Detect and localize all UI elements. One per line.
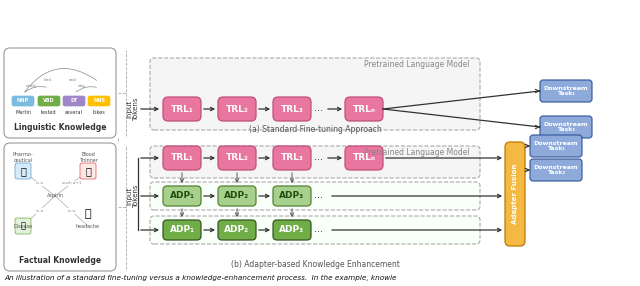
Text: headache: headache [76, 223, 100, 229]
Text: 📊: 📊 [20, 221, 26, 231]
Text: Blood
Thinner: Blood Thinner [79, 152, 97, 163]
Text: TRL₃: TRL₃ [280, 104, 303, 114]
FancyBboxPatch shape [80, 163, 96, 179]
Text: TRLₙ: TRLₙ [353, 154, 376, 162]
Text: ADP₁: ADP₁ [170, 192, 195, 200]
Text: bird: bird [44, 78, 52, 82]
Text: is a: is a [35, 182, 42, 186]
Text: Linguistic Knowledge: Linguistic Knowledge [13, 123, 106, 132]
Text: NNS: NNS [93, 98, 105, 104]
FancyBboxPatch shape [12, 96, 34, 106]
Text: TRL₂: TRL₂ [225, 154, 248, 162]
Text: 🤒: 🤒 [84, 209, 92, 219]
Text: dog: dog [78, 84, 86, 88]
FancyBboxPatch shape [163, 186, 201, 206]
FancyBboxPatch shape [163, 146, 201, 170]
Text: is a: is a [68, 209, 75, 213]
Text: Pretrained Language Model: Pretrained Language Model [364, 60, 470, 69]
FancyBboxPatch shape [218, 186, 256, 206]
Text: (b) Adapter-based Knowledge Enhancement: (b) Adapter-based Knowledge Enhancement [230, 260, 399, 269]
Text: TRL₃: TRL₃ [280, 154, 303, 162]
Text: nsubj: nsubj [26, 84, 36, 88]
Text: ...: ... [314, 224, 323, 234]
Text: TRL₂: TRL₂ [225, 104, 248, 114]
FancyBboxPatch shape [63, 96, 85, 106]
FancyBboxPatch shape [345, 97, 383, 121]
Text: bikes: bikes [93, 110, 106, 115]
Text: ADP₃: ADP₃ [280, 225, 305, 235]
Text: and: and [69, 78, 77, 82]
Text: several: several [65, 110, 83, 115]
FancyBboxPatch shape [218, 146, 256, 170]
FancyBboxPatch shape [273, 186, 311, 206]
Text: ADP₂: ADP₂ [225, 192, 250, 200]
Text: 🩸: 🩸 [85, 166, 91, 176]
Text: Martin: Martin [15, 110, 31, 115]
Text: TRL₁: TRL₁ [171, 104, 193, 114]
Text: (a) Standard Fine-tuning Approach: (a) Standard Fine-tuning Approach [248, 125, 381, 134]
Text: Adapter Fusion: Adapter Fusion [512, 164, 518, 224]
Text: tested: tested [41, 110, 57, 115]
Text: 💊: 💊 [20, 166, 26, 176]
Text: Input
Tokens: Input Tokens [127, 97, 140, 121]
FancyBboxPatch shape [218, 220, 256, 240]
Text: ...: ... [314, 103, 323, 113]
FancyBboxPatch shape [505, 142, 525, 246]
Text: Downstream
Task₂: Downstream Task₂ [534, 165, 579, 175]
Text: Disease: Disease [13, 223, 33, 229]
FancyBboxPatch shape [38, 96, 60, 106]
Text: is a: is a [35, 209, 42, 213]
Text: Factual Knowledge: Factual Knowledge [19, 256, 101, 265]
Text: ...: ... [314, 152, 323, 162]
Text: Downstream
Task₁: Downstream Task₁ [534, 141, 579, 151]
FancyBboxPatch shape [150, 182, 480, 210]
Text: VBD: VBD [44, 98, 55, 104]
FancyBboxPatch shape [150, 216, 480, 244]
FancyBboxPatch shape [345, 146, 383, 170]
FancyBboxPatch shape [540, 80, 592, 102]
FancyBboxPatch shape [273, 97, 311, 121]
FancyBboxPatch shape [273, 146, 311, 170]
FancyBboxPatch shape [150, 58, 480, 130]
FancyBboxPatch shape [218, 97, 256, 121]
Text: ADP₃: ADP₃ [280, 192, 305, 200]
Text: Downstream
Task₁: Downstream Task₁ [544, 86, 588, 96]
Text: Aspirin: Aspirin [47, 194, 63, 198]
Text: such a+1: such a+1 [62, 182, 81, 186]
FancyBboxPatch shape [163, 220, 201, 240]
Text: Pharmo-
ceutical: Pharmo- ceutical [13, 152, 33, 163]
FancyBboxPatch shape [163, 97, 201, 121]
FancyBboxPatch shape [88, 96, 110, 106]
Text: ADP₂: ADP₂ [225, 225, 250, 235]
Text: NNP: NNP [17, 98, 29, 104]
Text: ADP₁: ADP₁ [170, 225, 195, 235]
FancyBboxPatch shape [15, 218, 31, 234]
FancyBboxPatch shape [4, 143, 116, 271]
Text: Downstream
Task₂: Downstream Task₂ [544, 122, 588, 132]
FancyBboxPatch shape [540, 116, 592, 138]
FancyBboxPatch shape [273, 220, 311, 240]
FancyBboxPatch shape [15, 163, 31, 179]
FancyBboxPatch shape [530, 135, 582, 157]
Text: ...: ... [314, 190, 323, 200]
Text: DT: DT [70, 98, 77, 104]
FancyBboxPatch shape [150, 146, 480, 178]
Text: Pretrained Language Model: Pretrained Language Model [364, 148, 470, 157]
Text: Input
Tokens: Input Tokens [127, 184, 140, 208]
FancyBboxPatch shape [4, 48, 116, 138]
Text: TRLₙ: TRLₙ [353, 104, 376, 114]
Text: TRL₁: TRL₁ [171, 154, 193, 162]
FancyBboxPatch shape [530, 159, 582, 181]
Text: An illustration of a standard fine-tuning versus a knowledge-enhancement process: An illustration of a standard fine-tunin… [4, 275, 397, 281]
